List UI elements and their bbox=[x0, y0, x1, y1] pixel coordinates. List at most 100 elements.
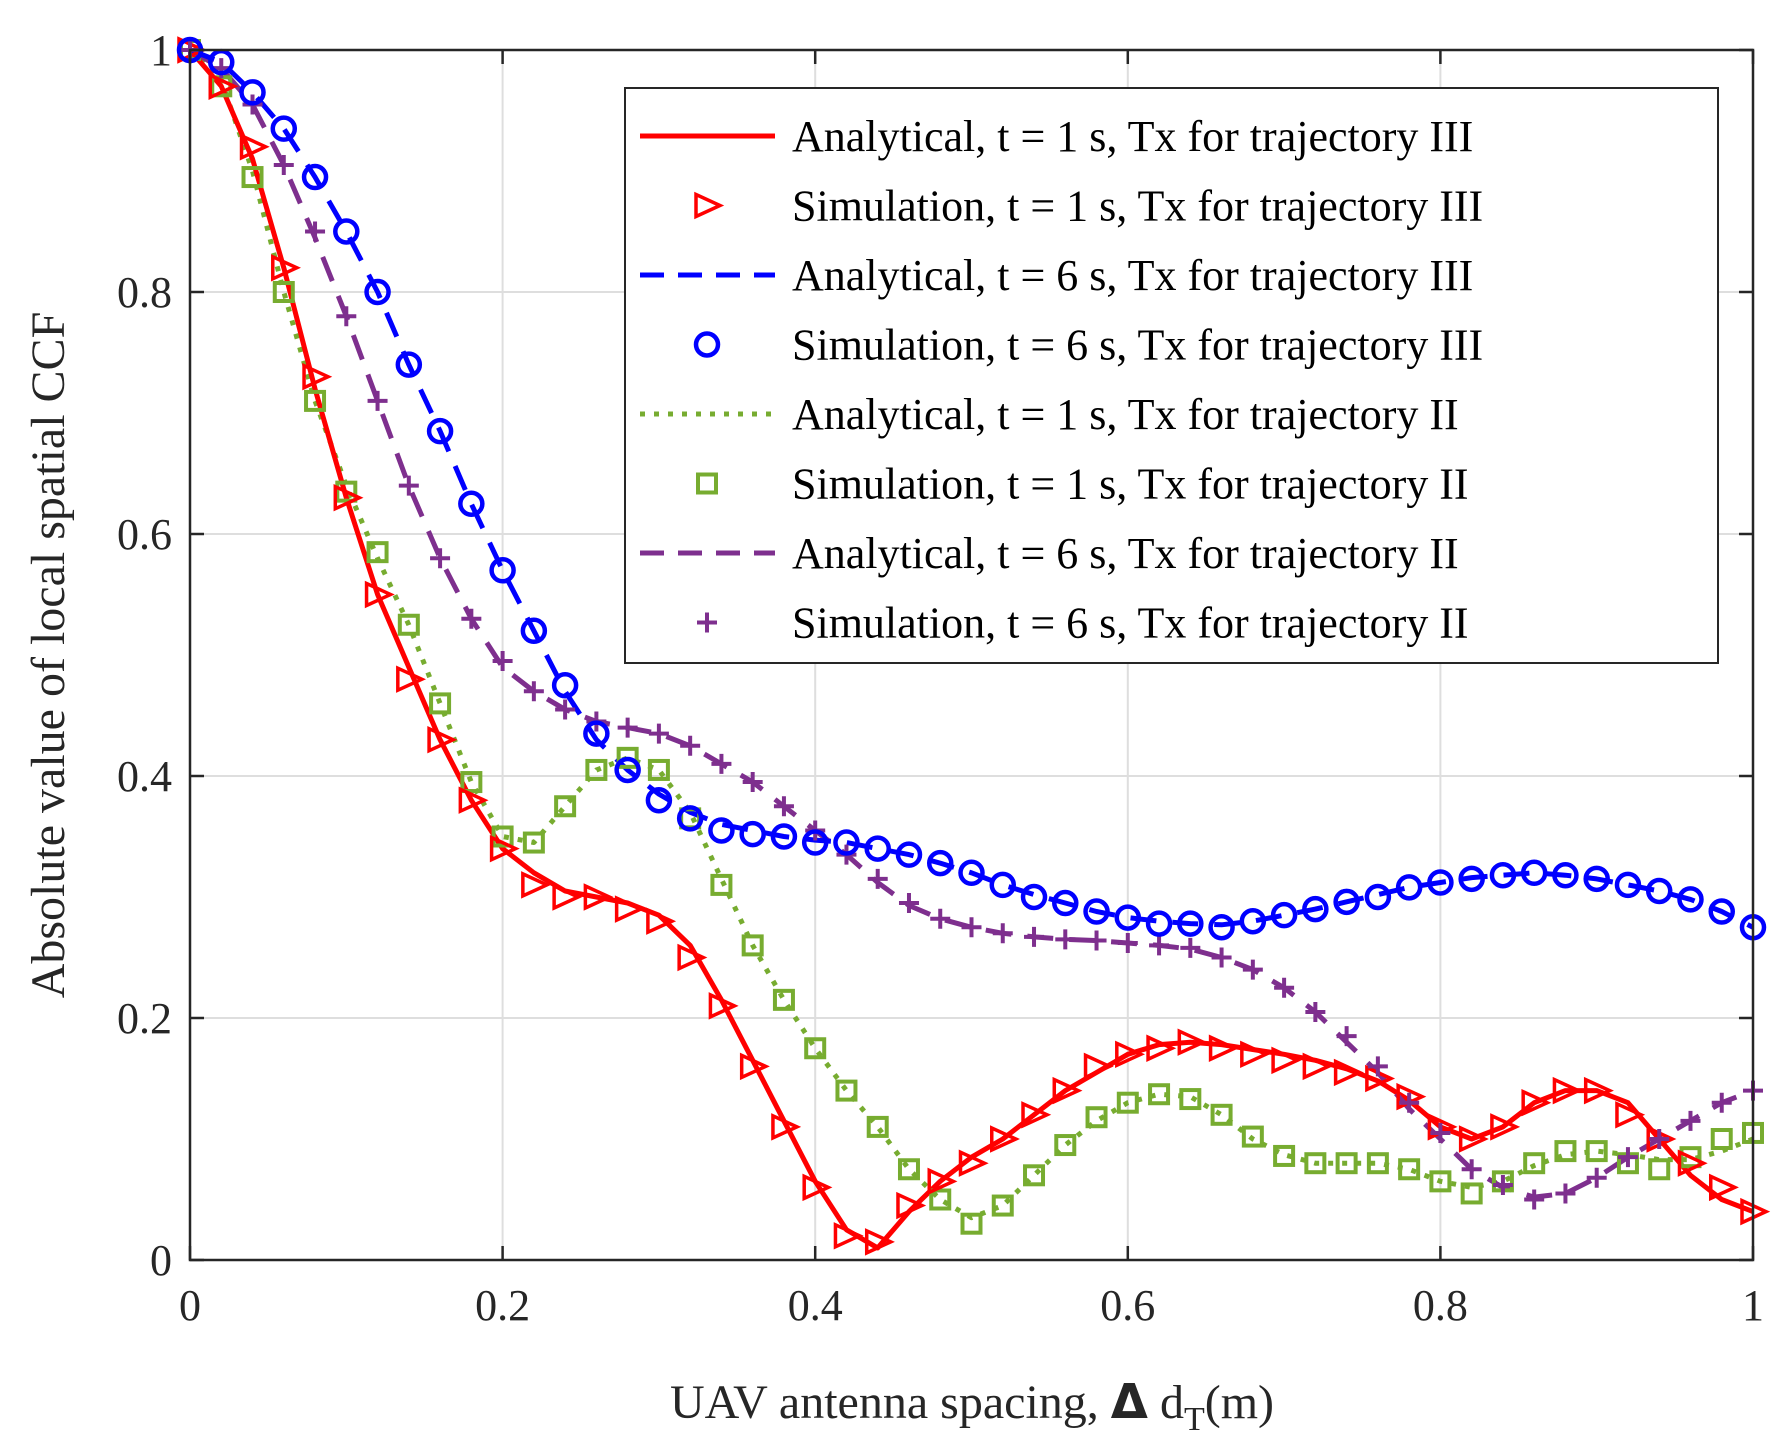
data-point-square bbox=[960, 1212, 983, 1235]
data-point-plus bbox=[1211, 947, 1232, 968]
x-tick-label: 1 bbox=[1742, 1281, 1764, 1330]
data-point-triangle bbox=[614, 895, 645, 923]
data-point-plus bbox=[1524, 1189, 1545, 1210]
data-point-square bbox=[1648, 1158, 1671, 1181]
legend-item: Analytical, t = 6 s, Tx for trajectory I… bbox=[640, 529, 1459, 578]
data-point-square bbox=[1023, 1164, 1046, 1187]
data-point-triangle bbox=[1271, 1046, 1302, 1075]
data-point-plus bbox=[398, 475, 419, 496]
data-point-circle bbox=[1520, 859, 1548, 887]
data-point-square bbox=[929, 1188, 952, 1211]
legend-label: Analytical, t = 1 s, Tx for trajectory I… bbox=[792, 390, 1459, 439]
data-point-square bbox=[554, 795, 577, 818]
data-point-plus bbox=[961, 917, 982, 938]
data-point-plus bbox=[697, 612, 717, 633]
data-point-circle bbox=[551, 672, 579, 699]
data-point-square bbox=[741, 934, 764, 957]
data-point-triangle bbox=[1177, 1028, 1208, 1056]
data-point-circle bbox=[1302, 895, 1329, 923]
data-point-square bbox=[1210, 1103, 1233, 1126]
x-tick-label: 0.4 bbox=[788, 1281, 843, 1330]
data-point-circle bbox=[583, 720, 610, 747]
x-axis-label: UAV antenna spacing, Δ dT(m) bbox=[670, 1374, 1274, 1438]
data-point-square bbox=[1710, 1128, 1733, 1150]
data-point-square bbox=[585, 758, 608, 781]
data-point-triangle bbox=[927, 1167, 958, 1196]
data-point-triangle bbox=[1583, 1076, 1614, 1105]
data-point-circle bbox=[1083, 898, 1110, 925]
data-point-triangle bbox=[1208, 1034, 1239, 1062]
x-tick-label: 0 bbox=[179, 1281, 201, 1330]
data-point-square bbox=[616, 746, 639, 769]
data-point-triangle bbox=[1615, 1101, 1646, 1129]
data-point-circle bbox=[1364, 883, 1392, 911]
data-point-circle bbox=[1020, 883, 1048, 911]
data-point-triangle bbox=[364, 580, 395, 609]
data-point-square bbox=[991, 1194, 1014, 1217]
data-point-square bbox=[696, 472, 718, 495]
data-point-square bbox=[429, 692, 452, 715]
data-point-plus bbox=[1399, 1092, 1420, 1113]
data-point-plus bbox=[1274, 977, 1295, 998]
data-point-square bbox=[1335, 1152, 1358, 1175]
legend: Analytical, t = 1 s, Tx for trajectory I… bbox=[624, 87, 1719, 664]
data-point-circle bbox=[1239, 907, 1267, 935]
data-point-triangle bbox=[896, 1191, 927, 1220]
data-point-square bbox=[241, 166, 264, 189]
data-point-triangle bbox=[521, 871, 552, 899]
data-point-square bbox=[1429, 1170, 1452, 1193]
data-point-plus bbox=[336, 306, 357, 327]
x-tick-label: 0.2 bbox=[475, 1281, 530, 1330]
series-layer bbox=[176, 36, 1771, 1256]
data-point-plus bbox=[898, 893, 919, 914]
data-point-circle bbox=[1052, 889, 1079, 917]
data-point-circle bbox=[1489, 861, 1517, 889]
data-point-square bbox=[866, 1115, 889, 1138]
data-point-circle bbox=[676, 805, 704, 832]
data-point-plus bbox=[1180, 937, 1201, 958]
data-point-square bbox=[397, 613, 420, 636]
data-point-circle bbox=[1427, 869, 1454, 896]
y-tick-label: 0.8 bbox=[117, 268, 172, 317]
x-tick-labels: 0 0.2 0.4 0.6 0.8 1 bbox=[179, 1281, 1764, 1330]
data-point-circle bbox=[833, 829, 860, 856]
data-point-square bbox=[1304, 1152, 1327, 1175]
data-point-plus bbox=[1680, 1110, 1701, 1131]
data-point-triangle bbox=[1083, 1052, 1114, 1081]
legend-item: Analytical, t = 1 s, Tx for trajectory I… bbox=[640, 390, 1459, 439]
data-point-plus bbox=[1555, 1183, 1576, 1204]
data-point-plus bbox=[1617, 1147, 1638, 1168]
legend-label: Analytical, t = 1 s, Tx for trajectory I… bbox=[792, 112, 1473, 161]
data-point-circle bbox=[364, 278, 391, 306]
y-tick-labels: 0 0.2 0.4 0.6 0.8 1 bbox=[117, 26, 172, 1285]
data-point-triangle bbox=[458, 786, 489, 814]
tick-marks bbox=[188, 48, 1755, 1262]
data-point-triangle bbox=[396, 665, 427, 693]
data-point-square bbox=[1054, 1134, 1077, 1157]
data-point-square bbox=[522, 831, 545, 854]
data-point-plus bbox=[273, 154, 294, 175]
data-point-circle bbox=[1208, 914, 1235, 941]
data-point-triangle bbox=[1490, 1113, 1521, 1141]
legend-label: Simulation, t = 1 s, Tx for trajectory I… bbox=[792, 182, 1483, 231]
data-point-plus bbox=[742, 772, 763, 793]
legend-label: Simulation, t = 6 s, Tx for trajectory I… bbox=[792, 599, 1469, 648]
data-point-circle bbox=[1583, 865, 1610, 893]
legend-label: Analytical, t = 6 s, Tx for trajectory I… bbox=[792, 251, 1473, 300]
data-point-triangle bbox=[239, 133, 270, 161]
data-point-square bbox=[460, 771, 483, 794]
data-point-circle bbox=[1614, 871, 1642, 899]
data-point-square bbox=[1679, 1146, 1702, 1169]
data-point-circle bbox=[1708, 898, 1735, 925]
data-point-circle bbox=[1270, 901, 1298, 929]
data-point-plus bbox=[867, 868, 888, 889]
data-point-circle bbox=[1333, 888, 1360, 916]
data-point-plus bbox=[992, 923, 1013, 944]
data-point-triangle bbox=[990, 1125, 1020, 1153]
data-point-plus bbox=[461, 608, 482, 629]
data-point-plus bbox=[930, 908, 951, 929]
data-point-triangle bbox=[1115, 1040, 1146, 1069]
y-tick-label: 1 bbox=[150, 26, 172, 75]
legend-item: Simulation, t = 6 s, Tx for trajectory I… bbox=[693, 321, 1483, 370]
data-point-triangle bbox=[208, 72, 239, 101]
